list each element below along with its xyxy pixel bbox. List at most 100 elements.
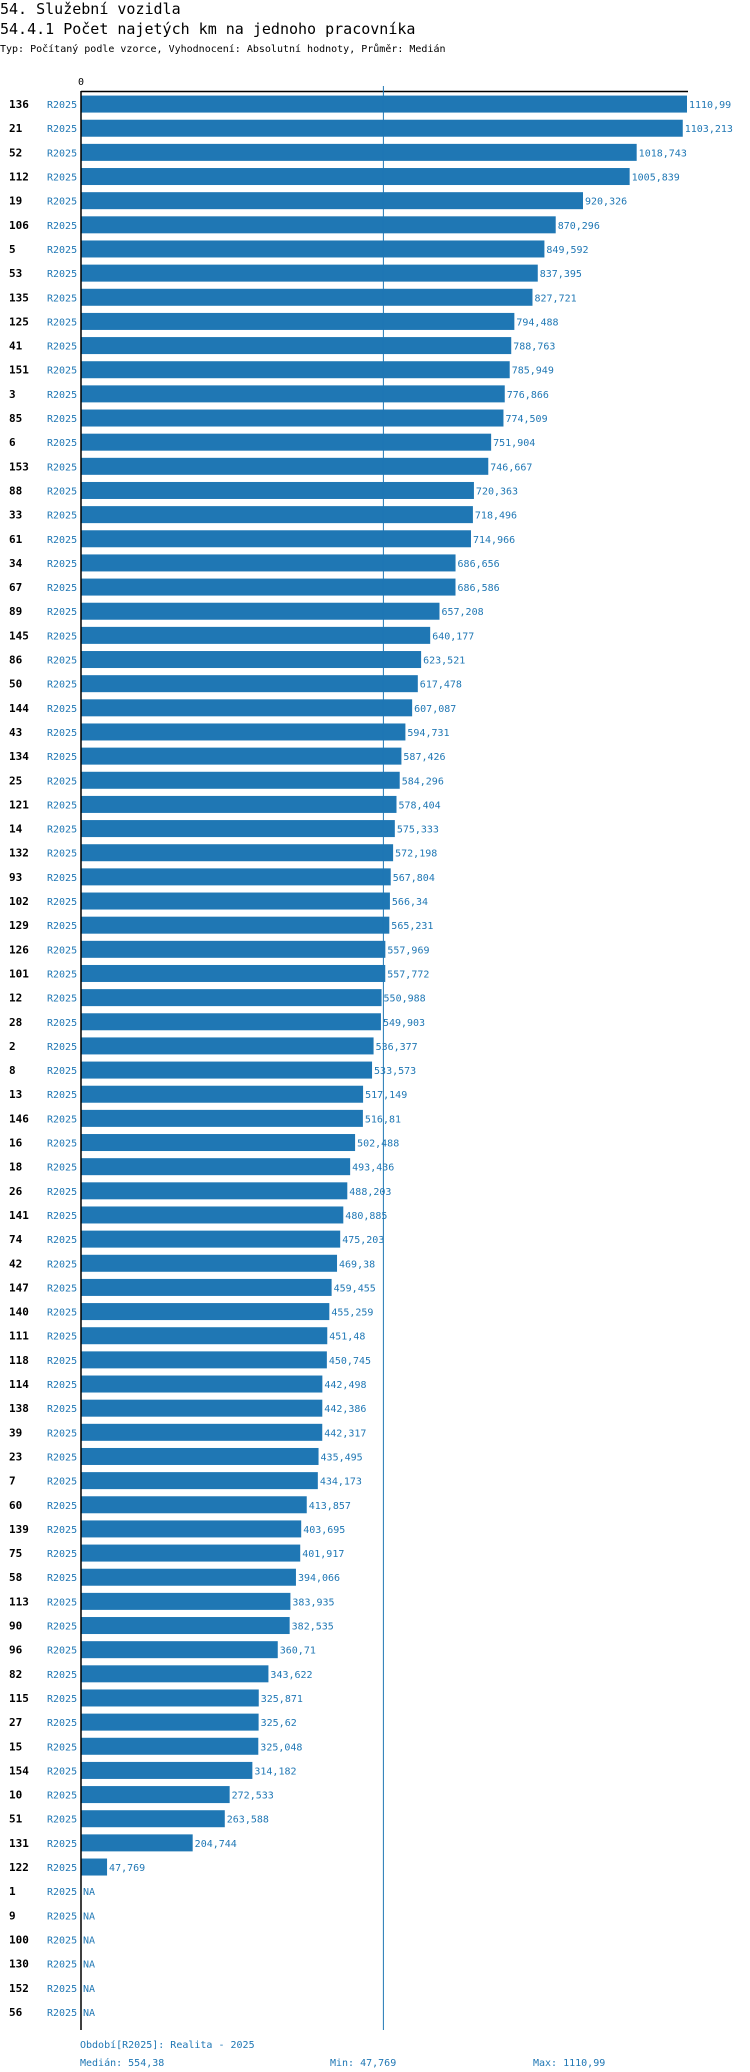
category-label: 114 [9, 1378, 29, 1391]
category-label: 102 [9, 895, 29, 908]
value-label: 788,763 [513, 342, 555, 353]
series-label: R2025 [47, 390, 77, 401]
series-label: R2025 [47, 197, 77, 208]
series-label: R2025 [47, 438, 77, 449]
value-label: 480,885 [345, 1211, 387, 1222]
category-label: 67 [9, 581, 22, 594]
value-label: 343,622 [270, 1670, 312, 1681]
value-label: 549,903 [383, 1018, 425, 1029]
series-label: R2025 [47, 342, 77, 353]
value-label: NA [83, 2008, 95, 2019]
section-title: 54. Služební vozidla [0, 0, 181, 18]
bar [81, 1327, 328, 1345]
category-label: 100 [9, 1933, 29, 1946]
series-label: R2025 [47, 1452, 77, 1463]
series-label: R2025 [47, 1066, 77, 1077]
series-label: R2025 [47, 1863, 77, 1874]
series-label: R2025 [47, 1597, 77, 1608]
series-label: R2025 [47, 1090, 77, 1101]
bar [81, 651, 422, 669]
bar [81, 1713, 259, 1731]
category-label: 3 [9, 388, 16, 401]
bar [81, 264, 538, 282]
value-label: 567,804 [393, 873, 435, 884]
value-label: NA [83, 1960, 95, 1971]
bar [81, 119, 683, 137]
category-label: 88 [9, 484, 22, 497]
value-label: 657,208 [441, 607, 483, 618]
category-label: 13 [9, 1088, 22, 1101]
category-label: 152 [9, 1982, 29, 1995]
category-label: 151 [9, 364, 29, 377]
category-label: 112 [9, 171, 29, 184]
series-label: R2025 [47, 1380, 77, 1391]
series-label: R2025 [47, 1525, 77, 1536]
category-label: 34 [9, 557, 23, 570]
bar [81, 1061, 373, 1079]
bar [81, 940, 386, 958]
category-label: 74 [9, 1233, 23, 1246]
value-label: 450,745 [329, 1356, 371, 1367]
value-label: 451,48 [329, 1332, 365, 1343]
category-label: 58 [9, 1571, 22, 1584]
bar [81, 1737, 259, 1755]
category-label: 41 [9, 340, 23, 353]
category-label: 23 [9, 1450, 22, 1463]
value-label: 575,333 [397, 825, 439, 836]
value-label: 572,198 [395, 849, 437, 860]
bar [81, 506, 473, 524]
series-label: R2025 [47, 414, 77, 425]
value-label: 617,478 [420, 680, 462, 691]
series-label: R2025 [47, 921, 77, 932]
value-label: 263,588 [227, 1815, 269, 1826]
value-label: 1005,839 [632, 173, 680, 184]
category-label: 134 [9, 750, 29, 763]
series-label: R2025 [47, 704, 77, 715]
category-label: 141 [9, 1209, 29, 1222]
series-label: R2025 [47, 1404, 77, 1415]
bar [81, 1303, 330, 1321]
value-label: 849,592 [546, 245, 588, 256]
series-label: R2025 [47, 366, 77, 377]
value-label: NA [83, 1911, 95, 1922]
series-label: R2025 [47, 1887, 77, 1898]
category-label: 15 [9, 1740, 22, 1753]
value-label: 455,259 [331, 1308, 373, 1319]
series-label: R2025 [47, 1356, 77, 1367]
value-label: 720,363 [476, 486, 518, 497]
series-label: R2025 [47, 1839, 77, 1850]
value-label: 47,769 [109, 1863, 145, 1874]
chart-title: 54.4.1 Počet najetých km na jednoho prac… [0, 20, 416, 38]
bar [81, 916, 390, 934]
bar [81, 1109, 363, 1127]
category-label: 154 [9, 1764, 29, 1777]
category-label: 118 [9, 1354, 29, 1367]
value-label: 607,087 [414, 704, 456, 715]
chart-subtitle: Typ: Počítaný podle vzorce, Vyhodnocení:… [0, 44, 446, 55]
value-label: NA [83, 1935, 95, 1946]
footer-max: Max: 1110,99 [533, 2058, 606, 2069]
series-label: R2025 [47, 511, 77, 522]
series-label: R2025 [47, 1477, 77, 1488]
series-label: R2025 [47, 994, 77, 1005]
value-label: 785,949 [512, 366, 554, 377]
footer-median: Medián: 554,38 [80, 2058, 165, 2069]
bar [81, 1158, 351, 1176]
value-label: 434,173 [320, 1477, 362, 1488]
value-label: 459,455 [334, 1283, 376, 1294]
category-label: 138 [9, 1402, 29, 1415]
category-label: 129 [9, 919, 29, 932]
bar [81, 337, 512, 355]
bar [81, 192, 584, 210]
category-label: 145 [9, 629, 29, 642]
bar [81, 1786, 230, 1804]
value-label: 442,317 [324, 1428, 366, 1439]
value-label: 776,866 [507, 390, 549, 401]
bar [81, 1447, 319, 1465]
series-label: R2025 [47, 873, 77, 884]
category-label: 52 [9, 146, 22, 159]
category-label: 10 [9, 1789, 22, 1802]
bar [81, 554, 456, 572]
category-label: 131 [9, 1837, 29, 1850]
series-label: R2025 [47, 656, 77, 667]
